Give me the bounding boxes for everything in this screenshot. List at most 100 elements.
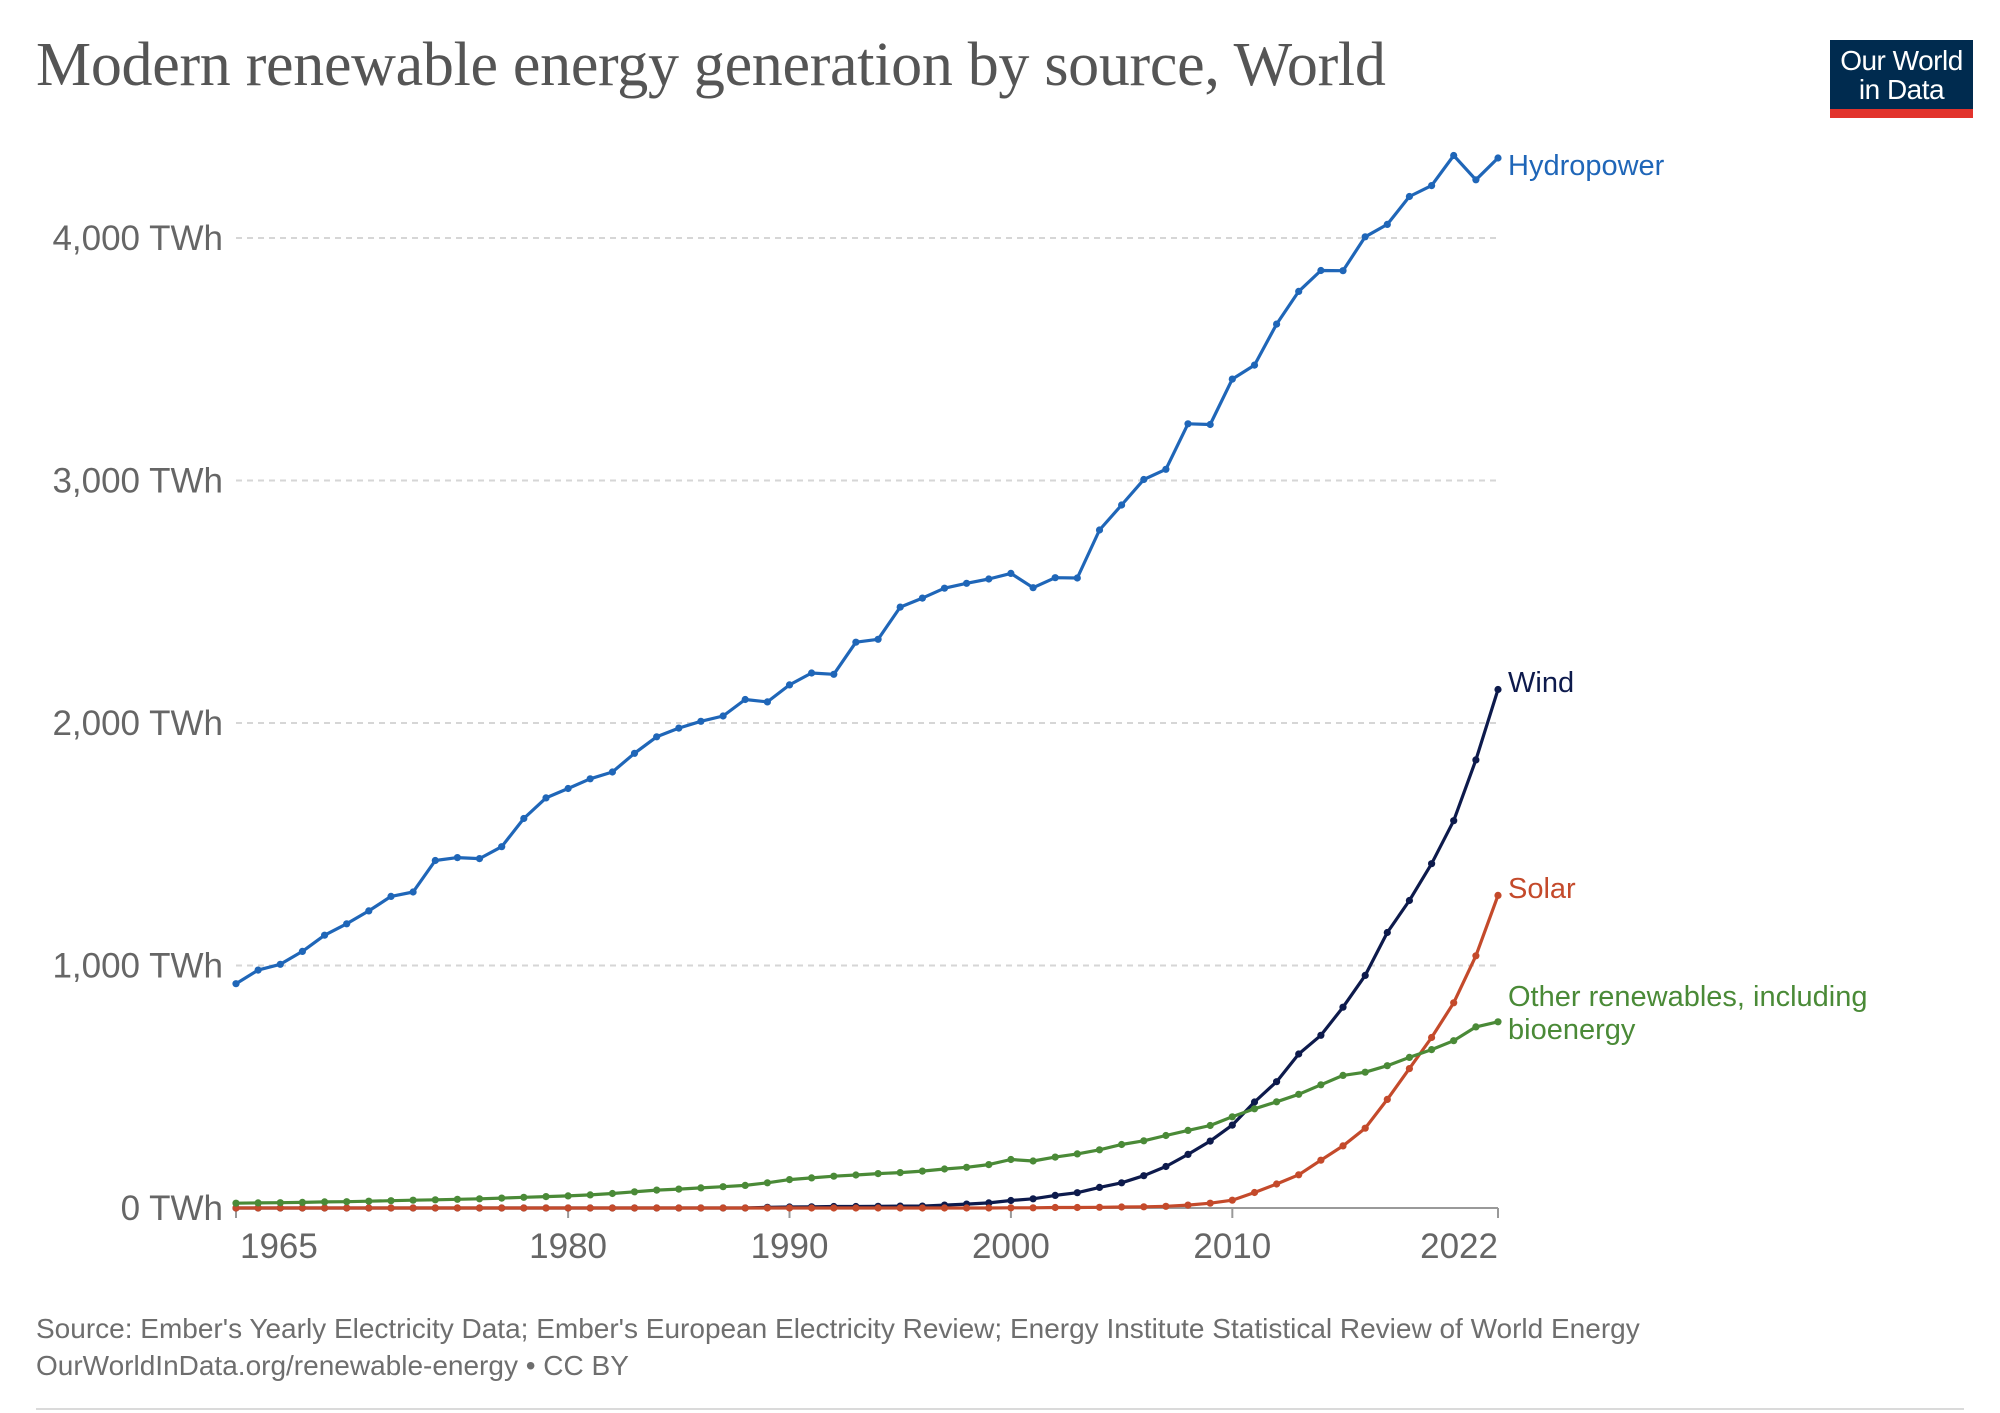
data-point-2-1 [254,1204,262,1212]
y-tick-label-4: 4,000 TWh [52,219,223,258]
series-line-0 [235,153,1500,986]
series-3 [232,1018,1502,1207]
data-point-3-13 [520,1193,528,1201]
data-point-3-3 [298,1198,306,1206]
data-point-2-5 [343,1204,351,1212]
data-point-2-44 [1206,1199,1214,1207]
y-axis: 0 TWh 1,000 TWh 2,000 TWh 3,000 TWh 4,000 TW… [52,219,223,1228]
data-point-3-43 [1184,1126,1192,1134]
data-point-0-23 [741,695,749,704]
owid-logo[interactable]: Our World in Data [1830,40,1973,118]
data-point-0-34 [985,575,993,583]
data-point-3-4 [321,1198,329,1206]
data-point-3-37 [1051,1153,1059,1161]
data-point-0-4 [321,931,329,939]
data-point-3-53 [1405,1053,1413,1061]
data-point-0-35 [1007,569,1015,578]
chart-title: Modern renewable energy generation by so… [36,31,1386,99]
data-point-0-56 [1472,176,1480,184]
x-tick-label-2: 1990 [751,1227,829,1266]
data-point-1-50 [1339,1003,1347,1011]
y-tick-label-2: 2,000 TWh [52,704,223,743]
data-point-3-12 [498,1194,506,1202]
data-point-3-22 [719,1183,727,1191]
data-point-3-31 [918,1167,927,1175]
data-point-0-28 [852,638,860,646]
data-point-1-57 [1494,685,1502,694]
data-point-3-56 [1472,1023,1480,1031]
data-point-2-49 [1317,1156,1325,1164]
data-point-2-56 [1472,952,1480,960]
x-axis: 1965 1980 1990 2000 2010 2022 [235,1207,1499,1266]
data-point-2-28 [852,1204,860,1212]
series-label-line: Wind [1508,667,1574,699]
data-point-0-15 [564,784,572,793]
data-point-3-24 [763,1179,772,1187]
data-point-0-3 [298,947,306,956]
data-point-0-41 [1140,475,1148,484]
data-point-2-14 [542,1204,550,1212]
data-point-3-36 [1029,1157,1037,1165]
x-tick-label-5: 2022 [1420,1227,1498,1266]
data-point-0-25 [785,681,794,689]
line-chart: 1965 1980 1990 2000 2010 2022 0 TWh 1,000 TWh 2… [52,150,1867,1266]
data-point-0-8 [409,888,417,896]
data-point-2-25 [785,1204,794,1212]
data-point-0-19 [653,733,661,741]
y-tick-label-3: 3,000 TWh [52,462,223,501]
data-point-0-24 [763,698,772,706]
data-point-0-36 [1029,584,1037,592]
data-point-0-9 [431,856,439,865]
data-point-0-54 [1428,182,1436,190]
data-point-3-0 [232,1199,240,1207]
data-point-2-40 [1118,1203,1126,1211]
bottom-divider [36,1408,1964,1410]
data-point-3-51 [1361,1068,1369,1076]
data-point-1-39 [1095,1183,1104,1191]
y-tick-label-0: 0 TWh [121,1189,223,1228]
data-point-3-26 [808,1174,816,1182]
data-point-0-1 [254,966,262,974]
data-point-3-14 [542,1193,550,1201]
data-point-0-0 [232,980,240,988]
data-point-1-52 [1383,928,1391,937]
data-point-2-39 [1095,1203,1104,1211]
data-point-2-13 [520,1204,528,1212]
data-point-2-24 [763,1204,772,1212]
data-point-3-5 [343,1198,351,1206]
data-point-3-30 [896,1169,904,1177]
data-point-0-47 [1273,320,1281,328]
data-point-2-33 [963,1204,971,1212]
data-point-3-10 [453,1195,461,1203]
data-point-2-16 [586,1204,594,1212]
data-point-0-42 [1162,465,1170,473]
series-group [232,151,1502,1212]
license-note[interactable]: OurWorldInData.org/renewable-energy • CC… [36,1350,629,1381]
logo-line-2: in Data [1858,74,1945,105]
data-point-1-48 [1295,1050,1303,1058]
gridlines [236,237,1498,967]
data-point-0-31 [918,594,927,602]
series-label-line: Hydropower [1508,150,1665,182]
data-point-0-51 [1361,233,1369,241]
data-point-3-33 [963,1163,971,1171]
data-point-3-2 [276,1199,284,1207]
data-point-2-10 [453,1204,461,1212]
data-point-0-26 [808,669,816,677]
data-point-0-11 [475,855,484,863]
data-point-0-20 [675,724,683,732]
data-point-2-15 [564,1204,572,1212]
data-point-1-40 [1118,1179,1126,1187]
data-point-2-4 [321,1204,329,1212]
data-point-3-35 [1007,1155,1015,1164]
data-point-3-52 [1383,1062,1391,1070]
series-label-line: Solar [1508,873,1576,905]
data-point-3-39 [1095,1146,1104,1154]
data-point-3-7 [387,1197,395,1205]
data-point-3-42 [1162,1131,1170,1140]
series-line-2 [236,894,1500,1210]
data-point-0-57 [1494,154,1502,162]
data-point-2-41 [1140,1203,1148,1211]
footer: Source: Ember's Yearly Electricity Data;… [36,1310,1640,1384]
data-point-3-11 [475,1195,484,1203]
